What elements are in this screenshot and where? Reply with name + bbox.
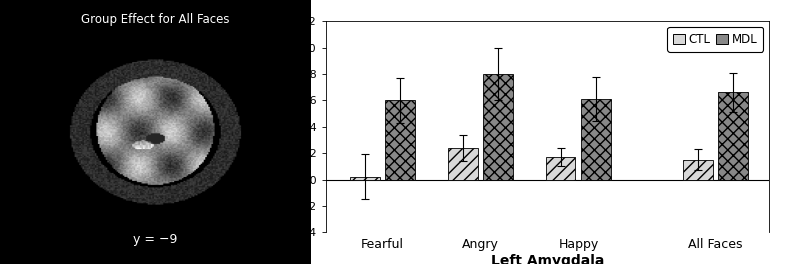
Y-axis label: Activation: Activation: [272, 95, 286, 158]
Text: y = −9: y = −9: [133, 233, 177, 246]
Bar: [448, 148, 477, 180]
Bar: [683, 160, 713, 180]
Bar: [350, 177, 380, 180]
Text: Group Effect for All Faces: Group Effect for All Faces: [81, 13, 229, 26]
X-axis label: Left Amygdala: Left Amygdala: [491, 254, 604, 264]
Bar: [582, 99, 611, 180]
Bar: [484, 74, 513, 180]
Bar: [546, 157, 575, 180]
Legend: CTL, MDL: CTL, MDL: [667, 27, 763, 52]
Bar: [385, 100, 414, 180]
Bar: [718, 92, 748, 180]
